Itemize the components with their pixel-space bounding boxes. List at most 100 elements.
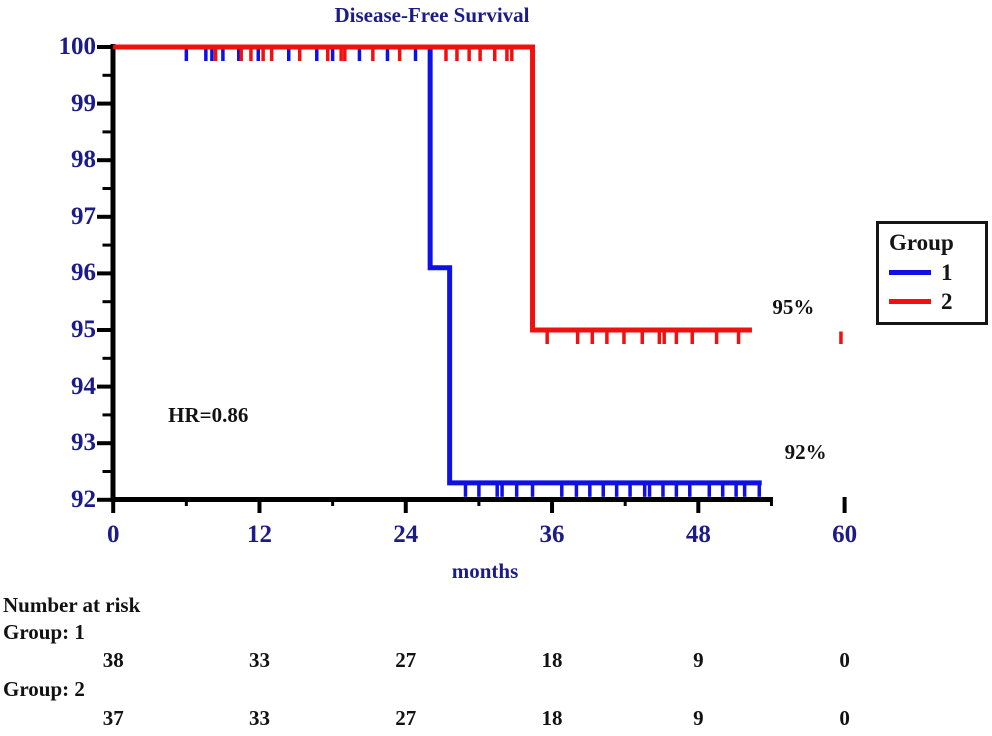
censor-tick-group1 — [221, 48, 225, 61]
legend-entry-group2-label: 2 — [941, 289, 953, 314]
legend-entry-group1: 1 — [889, 260, 985, 285]
censor-tick-group2 — [505, 48, 509, 61]
y-major-tick — [97, 214, 113, 219]
censor-tick-group2 — [297, 48, 302, 61]
censor-tick-group1 — [330, 48, 335, 61]
x-minor-tick — [477, 497, 481, 506]
censor-tick-group1 — [588, 484, 592, 497]
censor-tick-group2 — [590, 331, 595, 344]
hazard-ratio-annotation: HR=0.86 — [168, 402, 249, 427]
censor-tick-group2 — [325, 48, 330, 61]
censor-tick-group2 — [492, 48, 497, 61]
censor-tick-group2 — [261, 48, 265, 61]
y-tick-label-93: 93 — [71, 429, 96, 457]
x-tick-label-12: 12 — [246, 521, 272, 548]
y-major-tick — [97, 384, 113, 389]
censor-tick-group2 — [714, 331, 719, 344]
censor-tick-group2 — [213, 48, 218, 61]
censor-tick-group2 — [839, 331, 843, 344]
censor-tick-group2 — [575, 331, 580, 344]
censor-tick-group2 — [510, 48, 514, 61]
censor-tick-group1 — [204, 48, 208, 61]
censor-tick-group2 — [545, 331, 549, 344]
censor-tick-group1 — [742, 484, 747, 497]
censor-tick-group2 — [249, 48, 253, 61]
censor-tick-group1 — [601, 484, 605, 497]
at-risk-value-group1-t48: 9 — [693, 648, 704, 672]
x-minor-tick — [184, 497, 188, 506]
censor-tick-group1 — [210, 48, 214, 61]
censor-tick-group1 — [642, 484, 647, 497]
censor-tick-group1 — [707, 484, 712, 497]
censor-tick-group1 — [500, 484, 504, 497]
legend-title: Group — [889, 230, 954, 255]
censor-tick-group2 — [239, 48, 243, 61]
x-major-tick — [696, 497, 701, 513]
survival-92pct-annotation: 92% — [784, 440, 827, 465]
at-risk-group2-label: Group: 2 — [3, 677, 85, 701]
y-minor-tick — [102, 243, 113, 247]
at-risk-value-group2-t0: 37 — [102, 706, 124, 730]
y-minor-tick — [102, 413, 113, 417]
at-risk-value-group2-t12: 33 — [248, 706, 270, 730]
x-major-tick — [403, 497, 408, 513]
y-tick-label-99: 99 — [71, 89, 96, 117]
x-tick-label-24: 24 — [393, 521, 419, 548]
censor-tick-group1 — [647, 484, 652, 497]
x-axis-title: months — [451, 559, 519, 583]
x-major-tick — [842, 497, 847, 513]
y-tick-label-98: 98 — [71, 146, 96, 174]
censor-tick-group2 — [622, 331, 626, 344]
at-risk-value-group2-t60: 0 — [839, 706, 850, 730]
y-minor-tick — [102, 470, 113, 473]
y-tick-label-94: 94 — [71, 372, 96, 400]
censor-tick-group2 — [657, 331, 662, 344]
at-risk-value-group2-t48: 9 — [693, 706, 704, 730]
censor-tick-group1 — [688, 484, 692, 497]
censor-tick-group1 — [286, 48, 291, 61]
y-major-tick — [97, 441, 113, 446]
censor-tick-group2 — [371, 48, 375, 61]
censor-tick-group2 — [605, 331, 609, 344]
censor-tick-group1 — [463, 484, 468, 497]
censor-tick-group1 — [256, 48, 261, 61]
y-minor-tick — [102, 300, 113, 304]
y-minor-tick — [102, 73, 113, 77]
x-tick-label-48: 48 — [685, 521, 711, 548]
censor-tick-group1 — [413, 48, 418, 61]
x-major-tick — [111, 497, 116, 513]
censor-tick-group1 — [661, 484, 665, 497]
y-minor-tick — [102, 356, 113, 360]
censor-tick-group2 — [478, 48, 482, 61]
censor-tick-group2 — [690, 331, 694, 344]
censor-tick-group2 — [736, 331, 741, 344]
censor-tick-group1 — [495, 484, 499, 497]
censor-tick-group2 — [339, 48, 343, 61]
y-tick-label-96: 96 — [71, 259, 96, 287]
censor-tick-group2 — [444, 48, 448, 61]
legend-entry-group1-label: 1 — [941, 260, 953, 285]
censor-tick-group2 — [343, 48, 347, 61]
censor-tick-group1 — [315, 48, 319, 61]
censor-tick-group1 — [628, 484, 632, 497]
censor-tick-group1 — [184, 48, 189, 61]
legend-entry-group2: 2 — [889, 289, 985, 314]
y-minor-tick — [102, 130, 113, 134]
x-axis-line — [110, 497, 770, 502]
censor-tick-group1 — [357, 48, 362, 61]
censor-tick-group1 — [674, 484, 679, 497]
censor-tick-group2 — [674, 331, 679, 344]
x-major-tick — [550, 497, 555, 513]
censor-tick-group2 — [269, 48, 274, 61]
at-risk-value-group1-t60: 0 — [839, 648, 850, 672]
censor-tick-group2 — [455, 48, 459, 61]
at-risk-value-group1-t0: 38 — [102, 648, 124, 672]
at-risk-value-group1-t36: 18 — [541, 648, 563, 672]
censor-tick-group1 — [385, 48, 390, 61]
censor-tick-group1 — [477, 484, 481, 497]
chart-title: Disease-Free Survival — [334, 3, 530, 27]
survival-95pct-annotation: 95% — [772, 294, 815, 319]
y-major-tick — [97, 101, 113, 106]
censor-tick-group1 — [734, 484, 738, 497]
